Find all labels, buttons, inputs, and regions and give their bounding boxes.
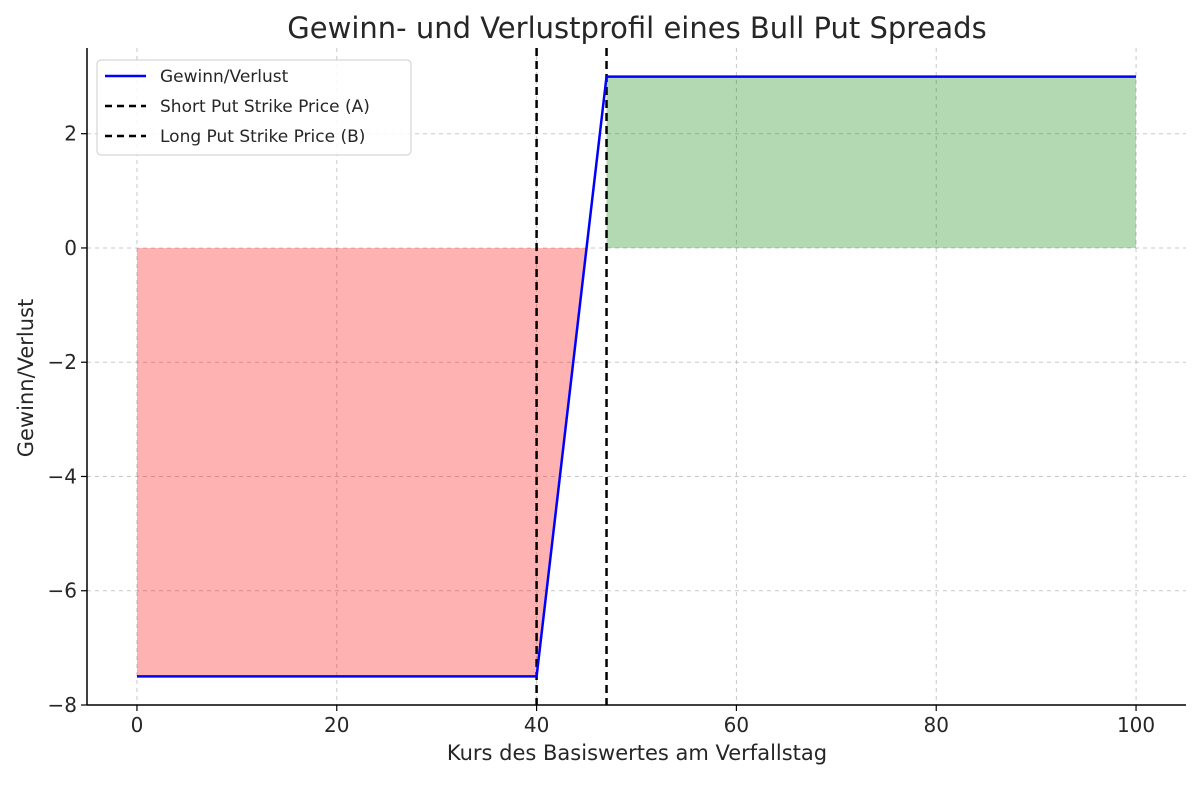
- profit-loss-line: [136, 75, 1137, 678]
- legend-label-short-put: Short Put Strike Price (A): [160, 97, 370, 117]
- y-tick-label: 2: [64, 122, 77, 146]
- chart-title: Gewinn- und Verlustprofil eines Bull Put…: [287, 11, 986, 45]
- x-tick-label: 20: [324, 713, 349, 737]
- x-tick-label: 80: [924, 713, 949, 737]
- x-tick-label: 100: [1117, 713, 1155, 737]
- x-tick-label: 40: [524, 713, 549, 737]
- y-ticks: −8 −6 −4 −2 0 2: [48, 122, 87, 717]
- legend-label-long-put: Long Put Strike Price (B): [160, 127, 365, 147]
- axes: [86, 48, 1186, 706]
- y-tick-label: −8: [48, 693, 77, 717]
- y-tick-label: 0: [64, 236, 77, 260]
- x-ticks: 0 20 40 60 80 100: [131, 705, 1155, 737]
- y-tick-label: −4: [48, 464, 77, 488]
- series-lines: [136, 75, 1137, 678]
- legend-frame: [96, 59, 412, 156]
- y-tick-label: −6: [48, 579, 77, 603]
- x-tick-label: 60: [724, 713, 749, 737]
- profit-region: [606, 76, 1137, 248]
- y-tick-label: −2: [48, 350, 77, 374]
- x-axis-label: Kurs des Basiswertes am Verfallstag: [447, 741, 827, 765]
- y-axis-label: Gewinn/Verlust: [14, 299, 38, 458]
- strike-lines: [535, 48, 608, 705]
- legend: Gewinn/Verlust Short Put Strike Price (A…: [96, 59, 412, 156]
- fill-regions: [136, 76, 1137, 677]
- legend-label-profit-loss: Gewinn/Verlust: [160, 67, 289, 87]
- x-tick-label: 0: [131, 713, 144, 737]
- loss-region: [136, 247, 587, 677]
